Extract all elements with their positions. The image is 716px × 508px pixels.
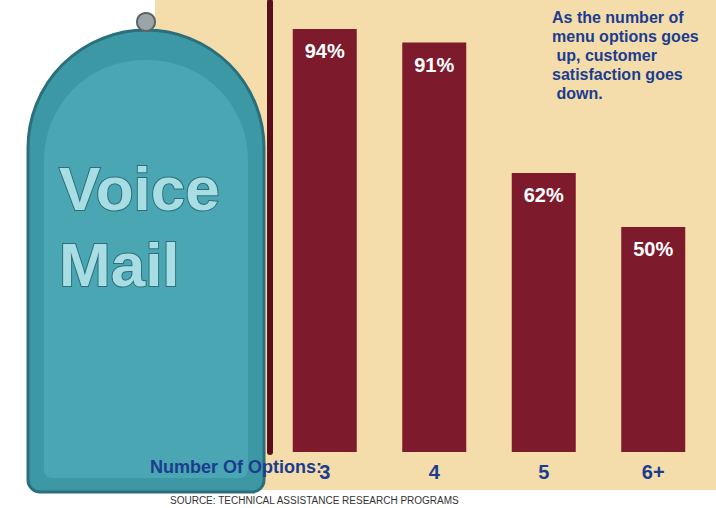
svg-text:5: 5 (538, 461, 549, 483)
svg-text:Number Of Options:: Number Of Options: (150, 457, 322, 477)
svg-text:up, customer: up, customer (552, 47, 661, 64)
svg-text:94%: 94% (305, 40, 345, 62)
svg-text:50%: 50% (633, 238, 673, 260)
svg-text:4: 4 (429, 461, 441, 483)
svg-text:down.: down. (552, 85, 603, 102)
svg-text:3: 3 (319, 461, 331, 483)
svg-text:Voice: Voice (59, 154, 237, 223)
svg-text:satisfaction goes: satisfaction goes (552, 66, 683, 83)
svg-text:As the number of: As the number of (552, 9, 688, 26)
svg-text:Mail: Mail (59, 230, 180, 299)
svg-text:menu options goes: menu options goes (552, 28, 699, 45)
svg-text:6+: 6+ (642, 461, 665, 483)
svg-text:91%: 91% (414, 54, 454, 76)
svg-text:SOURCE: TECHNICAL ASSISTANCE R: SOURCE: TECHNICAL ASSISTANCE RESEARCH PR… (170, 495, 459, 506)
svg-text:62%: 62% (524, 184, 564, 206)
